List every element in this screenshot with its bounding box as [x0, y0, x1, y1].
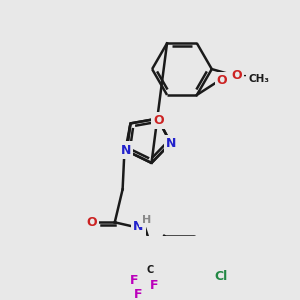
- Text: N: N: [121, 143, 131, 157]
- Text: N: N: [166, 137, 177, 150]
- Text: Cl: Cl: [214, 270, 227, 283]
- Text: C: C: [146, 265, 154, 275]
- Text: O: O: [217, 74, 227, 87]
- Text: O: O: [153, 114, 164, 127]
- Text: N: N: [133, 220, 143, 233]
- Text: H: H: [142, 215, 151, 225]
- Text: CH₃: CH₃: [248, 74, 269, 84]
- Text: O: O: [86, 216, 97, 229]
- Text: F: F: [130, 274, 139, 287]
- Text: F: F: [150, 279, 158, 292]
- Text: F: F: [134, 288, 142, 300]
- Text: O: O: [232, 69, 242, 82]
- Text: CH₃: CH₃: [233, 72, 254, 82]
